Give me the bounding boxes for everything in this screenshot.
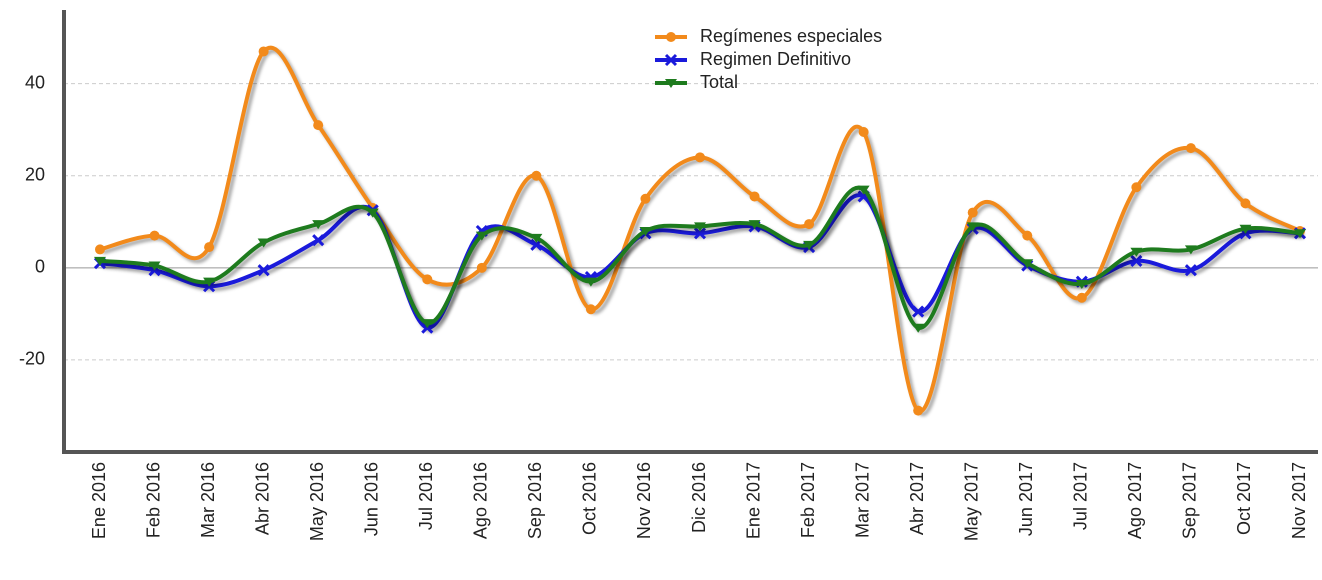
x-tick-label: Abr 2017 [907,462,927,535]
x-tick-label: Sep 2017 [1180,462,1200,539]
x-tick-label: Ene 2016 [89,462,109,539]
marker [666,32,676,42]
marker [421,319,434,329]
marker [257,238,270,248]
x-tick-label: Mar 2016 [198,462,218,538]
legend-label: Regimen Definitivo [700,49,851,69]
marker [1240,198,1251,209]
marker [912,323,925,333]
marker [1076,292,1087,303]
marker [912,305,925,318]
marker [1131,182,1142,193]
x-tick-label: Jul 2017 [1071,462,1091,530]
x-tick-label: Nov 2017 [1289,462,1309,539]
marker [1239,224,1252,234]
marker [858,127,869,138]
x-tick-label: May 2016 [307,462,327,541]
marker [748,220,761,230]
marker [664,53,678,67]
x-tick-label: Dic 2016 [689,462,709,533]
x-tick-label: Mar 2017 [852,462,872,538]
marker [1130,247,1143,257]
y-tick-label: 0 [35,257,45,277]
marker [1022,230,1033,241]
marker [1185,143,1196,154]
x-tick-label: Feb 2016 [143,462,163,538]
marker [1021,259,1034,269]
marker [857,185,870,195]
line [99,185,1301,330]
marker [749,191,760,202]
marker [475,231,488,241]
x-tick-label: Oct 2016 [580,462,600,535]
marker [693,227,707,240]
marker [258,46,269,57]
marker [1294,229,1306,239]
marker [95,244,105,255]
marker [1075,279,1088,289]
x-tick-label: Jun 2016 [361,462,381,536]
y-tick-label: 20 [25,165,45,185]
marker [530,233,543,243]
marker [640,193,651,204]
marker [312,234,325,247]
marker [695,152,705,163]
marker [94,256,106,266]
x-tick-label: Ago 2017 [1125,462,1145,539]
marker [476,262,487,273]
y-tick-label: -20 [19,349,45,369]
x-tick-label: Sep 2016 [525,462,545,539]
marker [665,79,677,88]
marker [1130,254,1143,267]
marker [694,222,706,232]
x-tick-label: Oct 2017 [1234,462,1254,535]
legend-label: Regímenes especiales [700,26,882,46]
x-tick-label: Abr 2016 [252,462,272,535]
marker [422,274,433,285]
marker [531,170,542,181]
x-tick-label: Jun 2017 [1016,462,1036,536]
marker [585,304,596,315]
marker [639,227,652,236]
marker [257,264,270,277]
marker [584,277,597,287]
marker [1184,264,1197,277]
marker [804,219,815,230]
marker [913,405,924,416]
marker [803,240,816,250]
x-tick-label: Ene 2017 [743,462,763,539]
marker [204,242,215,253]
marker [203,277,216,287]
y-tick-label: 40 [25,72,45,92]
marker [312,220,325,230]
marker [1184,245,1197,255]
x-tick-label: Feb 2017 [798,462,818,538]
marker [967,207,978,218]
x-tick-label: Ago 2016 [471,462,491,539]
marker [148,261,161,271]
x-tick-label: Nov 2016 [634,462,654,539]
marker [966,222,979,232]
x-tick-label: Jul 2016 [416,462,436,530]
legend-label: Total [700,72,738,92]
marker [149,230,160,241]
x-tick-label: May 2017 [961,462,981,541]
marker [366,208,379,218]
marker [313,120,324,131]
